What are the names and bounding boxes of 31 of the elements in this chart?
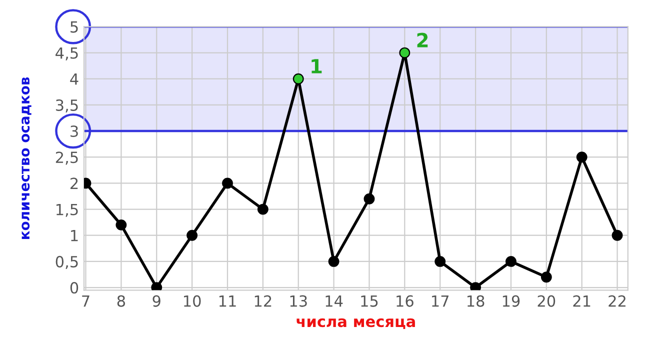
- x-tick-label: 9: [152, 295, 160, 307]
- x-tick-label: 8: [117, 295, 125, 307]
- y-tick-label: 1,5: [56, 204, 78, 217]
- y-tick-label: 2: [70, 178, 78, 190]
- x-tick-label: 14: [326, 295, 343, 307]
- x-tick-label: 10: [184, 295, 201, 307]
- x-tick-label: 11: [219, 295, 236, 307]
- x-tick-label: 12: [254, 295, 272, 307]
- y-tick-label: 3: [70, 126, 78, 138]
- x-tick-label: 18: [468, 295, 484, 307]
- y-tick-label: 0: [70, 282, 78, 294]
- x-tick-label: 15: [361, 295, 378, 307]
- x-axis-title: числа месяца: [296, 318, 415, 330]
- y-tick-label: 0,5: [56, 256, 78, 270]
- x-tick-label: 13: [290, 295, 307, 307]
- x-tick-label: 17: [432, 295, 449, 307]
- x-tick-label: 7: [82, 295, 90, 307]
- x-tick-label: 21: [573, 295, 590, 307]
- y-tick-label: 3,5: [56, 99, 78, 113]
- y-tick-label: 4,5: [56, 47, 78, 60]
- y-tick-label: 2,5: [56, 152, 78, 165]
- x-tick-label: 22: [608, 295, 626, 307]
- y-tick-label: 5: [70, 21, 78, 33]
- y-tick-label: 4: [70, 74, 78, 85]
- x-tick-label: 20: [538, 295, 556, 307]
- annotation: 2: [417, 32, 428, 48]
- y-axis-title: количество осадков: [22, 77, 32, 239]
- x-tick-label: 19: [502, 295, 520, 307]
- annotation: 1: [312, 59, 322, 74]
- x-tick-label: 16: [396, 295, 414, 307]
- y-tick-label: 1: [71, 230, 78, 242]
